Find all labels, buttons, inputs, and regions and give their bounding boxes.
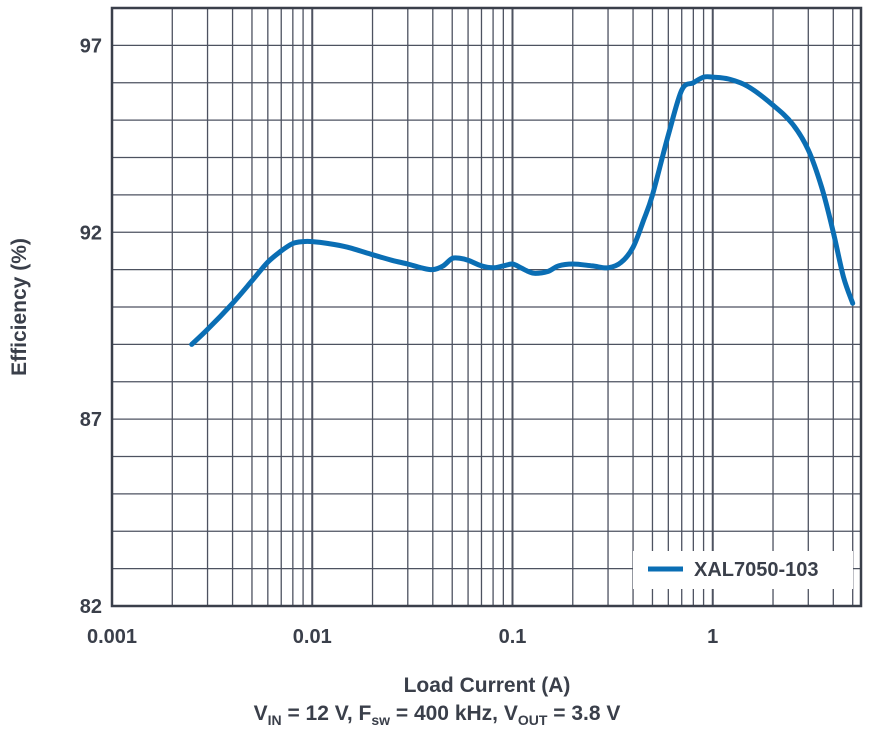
fsw-symbol: F <box>358 702 372 725</box>
vin-subscript: IN <box>267 712 282 729</box>
x-tick-label: 1 <box>707 626 718 648</box>
x-tick-label: 0.01 <box>293 626 332 648</box>
vin-value: = 12 V, <box>281 702 359 725</box>
y-tick-labels: 82 87 92 97 <box>80 35 102 618</box>
vin-symbol: V <box>253 702 268 725</box>
y-axis-label: Efficiency (%) <box>8 238 31 376</box>
y-tick-label: 92 <box>80 222 102 244</box>
x-axis-label: Load Current (A) <box>404 674 571 697</box>
y-tick-label: 97 <box>80 35 102 57</box>
x-tick-label: 0.001 <box>87 626 137 648</box>
series-layer <box>189 74 856 347</box>
y-tick-label: 82 <box>80 596 102 618</box>
fsw-subscript: sw <box>371 712 391 729</box>
plot-grid <box>111 7 861 607</box>
y-tick-label: 87 <box>80 409 102 431</box>
plot-frame <box>110 6 863 608</box>
vout-subscript: OUT <box>517 712 548 729</box>
x-tick-labels: 0.001 0.01 0.1 1 <box>87 626 718 648</box>
x-tick-label: 0.1 <box>499 626 527 648</box>
vout-symbol: V <box>503 702 518 725</box>
test-conditions: VIN = 12 V, Fsw = 400 kHz, VOUT = 3.8 V <box>0 702 874 728</box>
vout-value: = 3.8 V <box>547 702 621 725</box>
fsw-value: = 400 kHz, <box>390 702 504 725</box>
series-line <box>189 74 856 347</box>
legend-label: XAL7050-103 <box>694 559 819 581</box>
legend: XAL7050-103 <box>633 551 853 589</box>
